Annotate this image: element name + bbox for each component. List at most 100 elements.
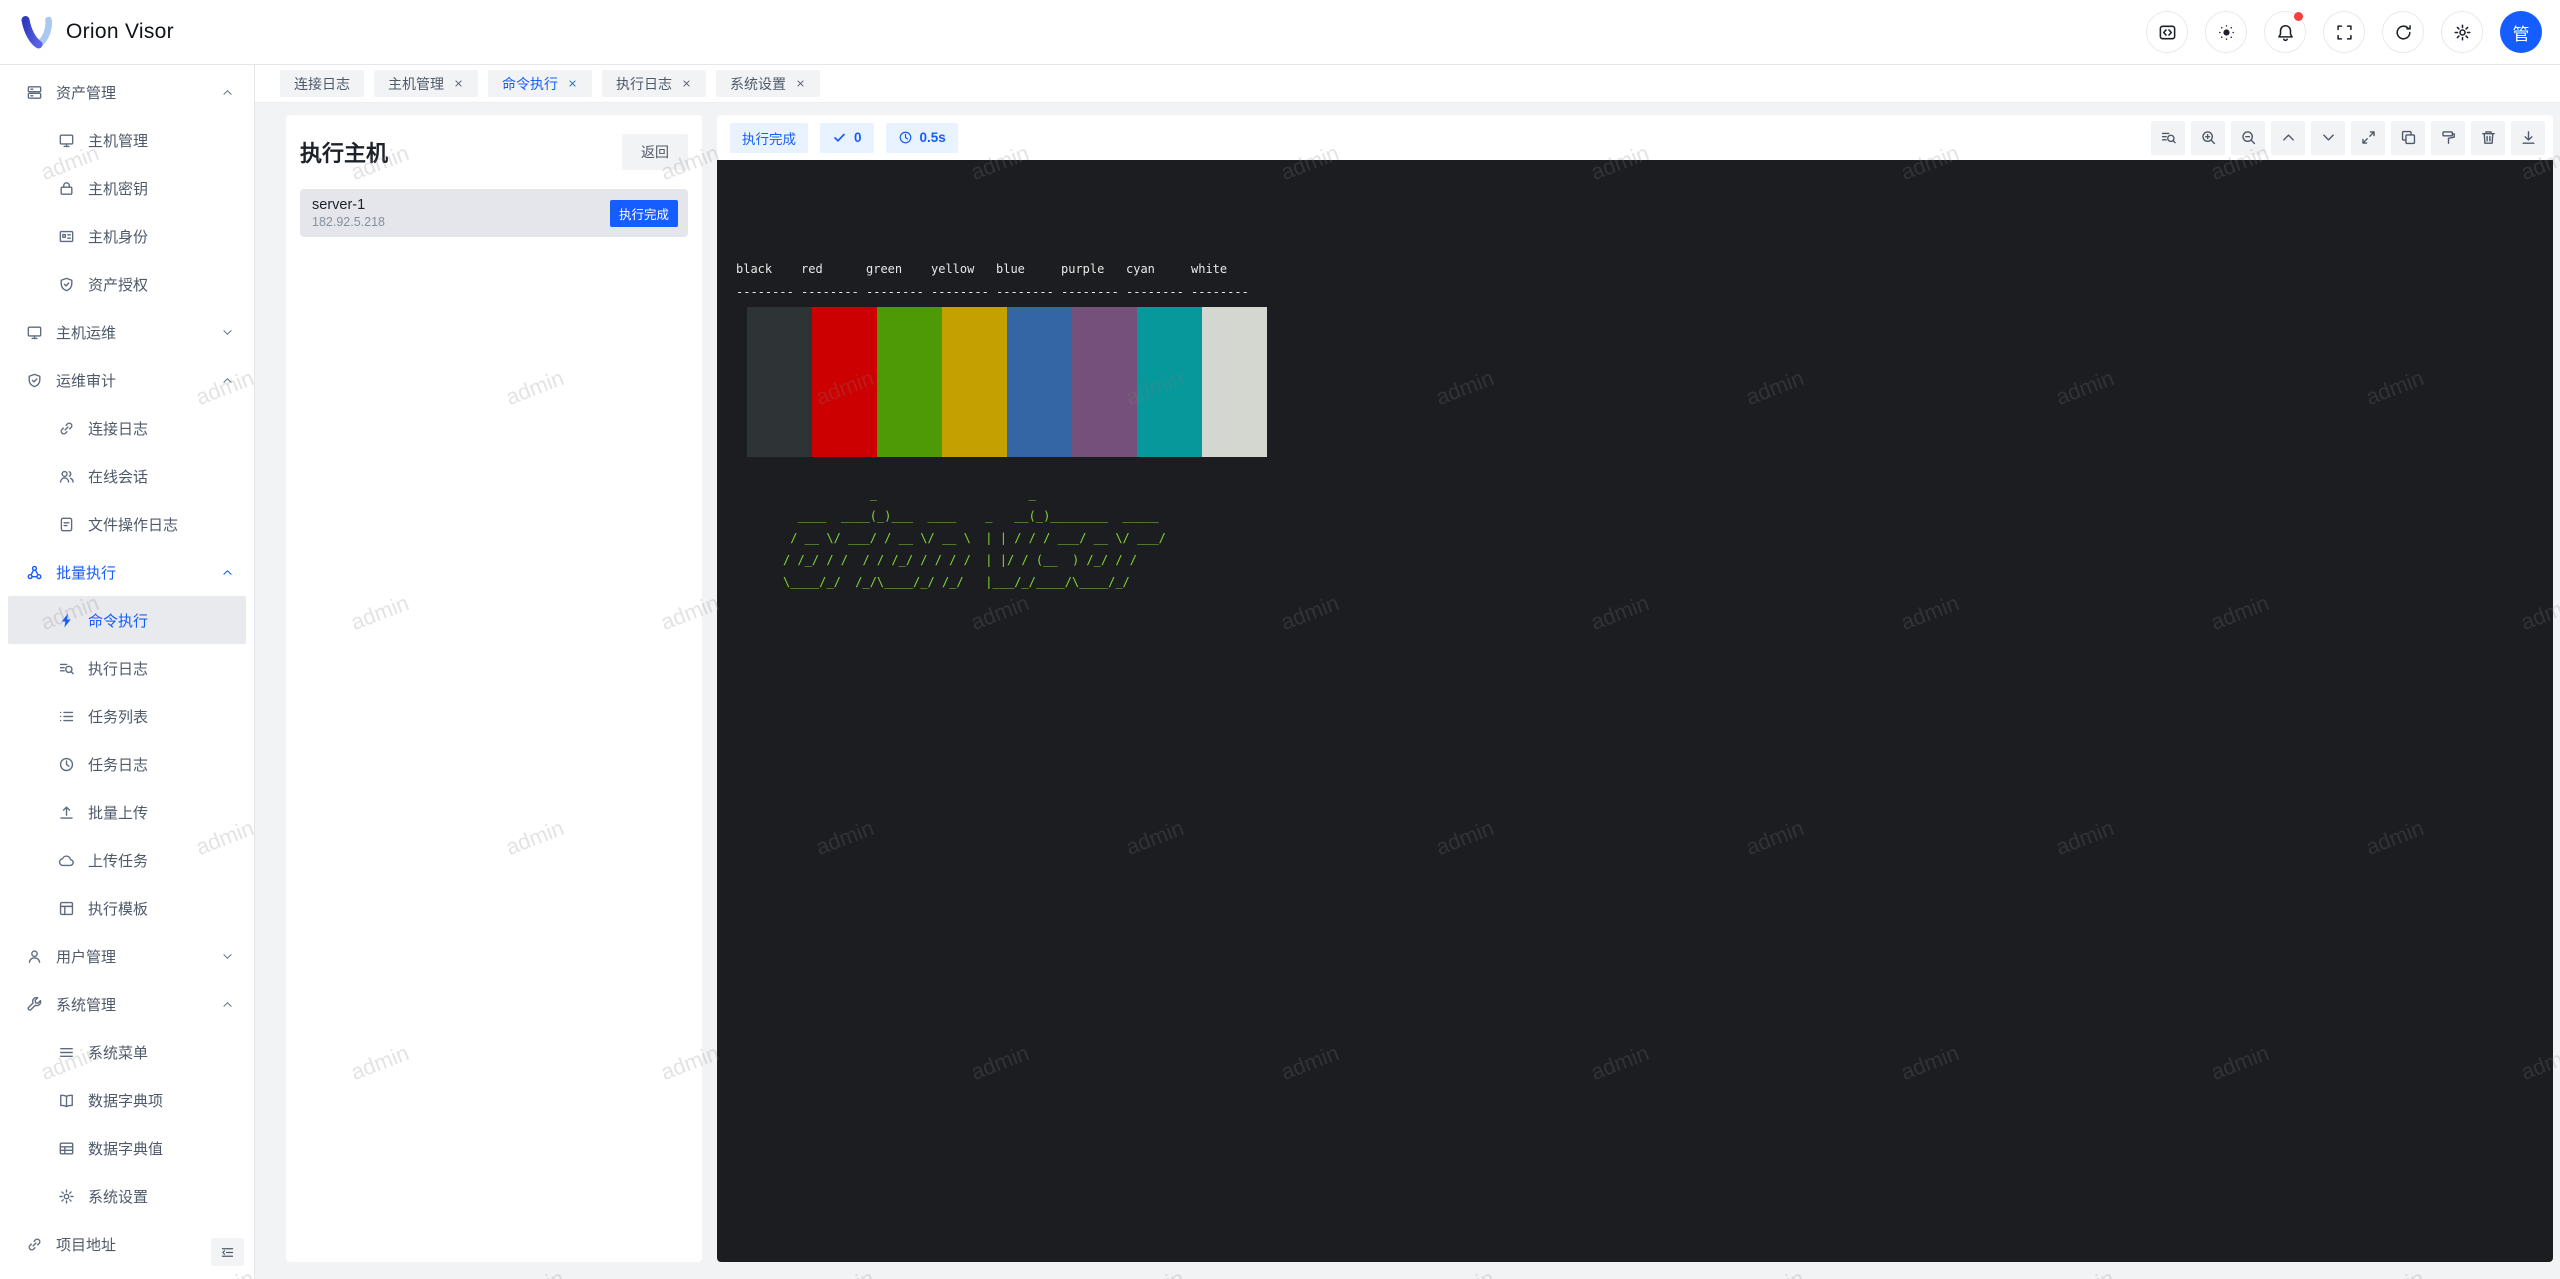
sidebar-item-batch-upload[interactable]: 批量上传 (8, 788, 246, 836)
sidebar-item-label: 文件操作日志 (88, 516, 179, 534)
sidebar-item-task-log[interactable]: 任务日志 (8, 740, 246, 788)
terminal-zoom-in-button[interactable] (2191, 120, 2225, 155)
app-logo: Orion Visor (20, 15, 174, 49)
exit-code-badge: 0 (820, 122, 874, 153)
sidebar-item-file-op-log[interactable]: 文件操作日志 (8, 500, 246, 548)
sidebar-item-project-link[interactable]: 项目地址 (8, 1220, 246, 1268)
sidebar-item-host-identity[interactable]: 主机身份 (8, 212, 246, 260)
zoom-in-icon (2200, 129, 2217, 146)
log-search-icon (57, 660, 75, 677)
chevron-down-icon (221, 950, 234, 963)
tab-command-execute[interactable]: 命令执行 (488, 70, 592, 97)
terminal-delete-button[interactable] (2471, 120, 2505, 155)
storage-icon (25, 84, 43, 101)
terminal-actions (2151, 120, 2545, 155)
host-list: server-1 182.92.5.218 执行完成 (300, 189, 688, 237)
tab-execute-log[interactable]: 执行日志 (602, 70, 706, 97)
sidebar-item-label: 执行模板 (88, 900, 149, 918)
sidebar-item-host-management[interactable]: 主机管理 (8, 116, 246, 164)
terminal-download-button[interactable] (2511, 120, 2545, 155)
sidebar-item-execute-log[interactable]: 执行日志 (8, 644, 246, 692)
sidebar-item-upload-task[interactable]: 上传任务 (8, 836, 246, 884)
desktop-icon (25, 324, 43, 341)
fullscreen-button[interactable] (2323, 11, 2365, 53)
chevron-up-icon (221, 998, 234, 1011)
host-item[interactable]: server-1 182.92.5.218 执行完成 (300, 189, 688, 237)
tab-close-icon[interactable] (452, 78, 464, 89)
settings-button[interactable] (2441, 11, 2483, 53)
sidebar-item-batch-execute[interactable]: 批量执行 (8, 548, 246, 596)
terminal-search-button[interactable] (2151, 120, 2185, 155)
terminal-expand-button[interactable] (2351, 120, 2385, 155)
terminal-zoom-out-button[interactable] (2231, 120, 2265, 155)
chevron-down-icon (2320, 129, 2337, 146)
color-underline: -------- (1061, 285, 1119, 299)
sidebar-item-user-management[interactable]: 用户管理 (8, 932, 246, 980)
color-name: blue (996, 262, 1025, 276)
color-name: white (1191, 262, 1228, 276)
color-block-blue (1007, 307, 1072, 457)
sidebar-item-ops-audit[interactable]: 运维审计 (8, 356, 246, 404)
users-icon (57, 468, 75, 485)
tab-connect-log[interactable]: 连接日志 (280, 70, 364, 97)
terminal-clear-button[interactable] (2431, 120, 2465, 155)
sidebar-item-system-menu[interactable]: 系统菜单 (8, 1028, 246, 1076)
color-name: purple (1061, 262, 1105, 276)
terminal-screen[interactable]: black red green yellow blue purple cyan white -… (717, 160, 2553, 1262)
color-block-purple (1072, 307, 1137, 457)
notifications-button[interactable] (2264, 11, 2306, 53)
tab-label: 命令执行 (502, 75, 558, 92)
avatar[interactable]: 管 (2500, 11, 2542, 53)
sidebar-item-asset-authorization[interactable]: 资产授权 (8, 260, 246, 308)
bell-icon (2276, 23, 2295, 42)
sidebar-item-task-list[interactable]: 任务列表 (8, 692, 246, 740)
book-icon (57, 1092, 75, 1109)
sidebar-item-label: 任务列表 (88, 708, 149, 726)
palette-names-row: black red green yellow blue purple cyan white (736, 258, 2553, 281)
terminal-scroll-up-button[interactable] (2271, 120, 2305, 155)
refresh-button[interactable] (2382, 11, 2424, 53)
thunder-icon (57, 612, 75, 629)
sidebar-item-label: 系统管理 (56, 996, 117, 1014)
host-status-badge: 执行完成 (609, 199, 678, 227)
fullscreen-icon (2335, 23, 2354, 42)
color-block-green (877, 307, 942, 457)
log-search-icon (2160, 129, 2177, 146)
app-title: Orion Visor (66, 20, 174, 43)
tab-system-settings[interactable]: 系统设置 (716, 70, 820, 97)
host-ip: 182.92.5.218 (312, 215, 385, 229)
sidebar-item-execute-template[interactable]: 执行模板 (8, 884, 246, 932)
notification-dot (2294, 12, 2303, 21)
sidebar-item-system-management[interactable]: 系统管理 (8, 980, 246, 1028)
terminal-panel: 执行完成 0 0.5s black red green yellow blue purpl… (717, 115, 2553, 1262)
tab-close-icon[interactable] (680, 78, 692, 89)
idcard-icon (57, 228, 75, 245)
file-text-icon (57, 516, 75, 533)
sidebar-collapse-button[interactable] (211, 1238, 244, 1266)
sidebar-item-label: 运维审计 (56, 372, 117, 390)
shield-check-icon (25, 372, 43, 389)
back-button[interactable]: 返回 (622, 134, 688, 170)
theme-button[interactable] (2205, 11, 2247, 53)
sidebar-item-system-settings[interactable]: 系统设置 (8, 1172, 246, 1220)
sidebar-item-online-session[interactable]: 在线会话 (8, 452, 246, 500)
sidebar-item-connect-log[interactable]: 连接日志 (8, 404, 246, 452)
sidebar: 资产管理 主机管理 主机密钥 主机身份 资产授权 主机运维运维审计连接日志 在线会话文件操作… (0, 65, 255, 1279)
terminal-scroll-down-button[interactable] (2311, 120, 2345, 155)
sidebar-item-dict-values[interactable]: 数据字典值 (8, 1124, 246, 1172)
host-panel: 执行主机 返回 server-1 182.92.5.218 执行完成 (286, 115, 702, 1262)
sidebar-item-asset-management[interactable]: 资产管理 (8, 68, 246, 116)
sidebar-item-host-ops[interactable]: 主机运维 (8, 308, 246, 356)
sidebar-item-label: 命令执行 (88, 612, 149, 630)
tab-close-icon[interactable] (566, 78, 578, 89)
code-button[interactable] (2146, 11, 2188, 53)
duration-badge: 0.5s (885, 122, 958, 153)
tab-close-icon[interactable] (794, 78, 806, 89)
menu-icon (57, 1044, 75, 1061)
sidebar-item-command-execute[interactable]: 命令执行 (8, 596, 246, 644)
expand-icon (2360, 129, 2377, 146)
sidebar-item-dict-keys[interactable]: 数据字典项 (8, 1076, 246, 1124)
tab-host-management[interactable]: 主机管理 (374, 70, 478, 97)
terminal-copy-button[interactable] (2391, 120, 2425, 155)
sidebar-item-host-keys[interactable]: 主机密钥 (8, 164, 246, 212)
